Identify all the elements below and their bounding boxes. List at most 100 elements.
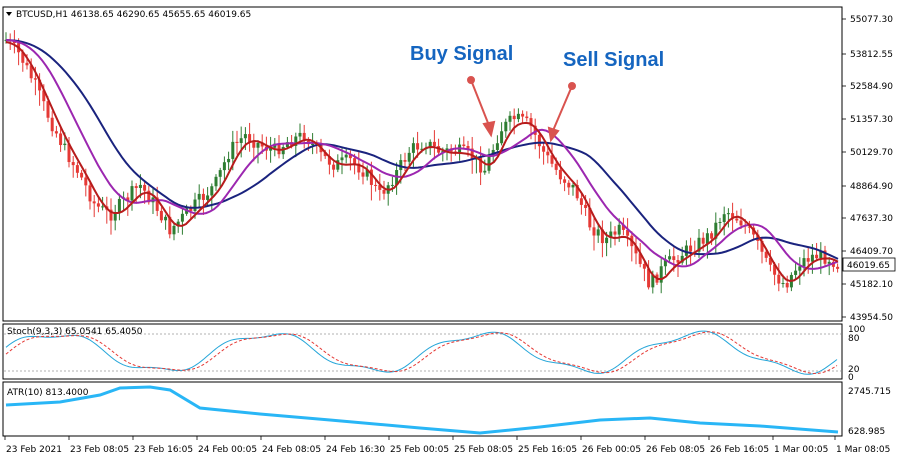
main-pane[interactable] (2, 6, 843, 322)
atr-label: ATR(10) 813.4000 (7, 388, 89, 398)
candle-body (781, 283, 785, 285)
candle-body (466, 145, 470, 149)
candle-body (773, 264, 777, 275)
ma-fast-line (5, 41, 839, 283)
buy-signal-annotation: Buy Signal (410, 43, 513, 65)
candle-body (596, 229, 600, 236)
ma-mid-line (5, 39, 839, 270)
candle-body (231, 141, 235, 159)
candle-body (130, 186, 134, 201)
candle-body (33, 78, 37, 80)
time-tick-label: 24 Feb 08:05 (262, 445, 321, 455)
stoch-lines (5, 330, 838, 375)
candle-body (382, 189, 386, 194)
candle-body (689, 245, 693, 252)
candle-body (668, 256, 672, 260)
candle-body (537, 134, 541, 147)
candle-body (285, 142, 289, 148)
candle-body (718, 221, 722, 223)
candle-body (411, 143, 415, 153)
time-tick-label: 26 Feb 08:05 (646, 445, 705, 455)
candle-body (584, 204, 588, 208)
stoch-pane[interactable] (2, 323, 843, 380)
time-tick-label: 1 Mar 08:05 (836, 445, 890, 455)
candle-body (327, 156, 331, 165)
atr-pane[interactable] (2, 381, 843, 437)
candle-body (554, 163, 558, 170)
candle-body (302, 132, 306, 141)
stoch-level-80: 80 (848, 334, 860, 344)
last-price-label: 46019.65 (847, 261, 890, 271)
collapse-arrow-icon[interactable] (6, 12, 12, 16)
candle-body (361, 172, 365, 177)
candle-body (390, 184, 394, 186)
candle-body (189, 208, 193, 211)
candle-body (701, 237, 705, 244)
candle-body (84, 177, 88, 186)
candle-body (256, 142, 260, 148)
candle-body (768, 257, 772, 265)
candle-body (722, 214, 726, 222)
candle-body (147, 190, 151, 203)
candle-body (38, 79, 42, 91)
candle-body (567, 182, 571, 188)
candle-body (747, 226, 751, 228)
candle-body (428, 141, 432, 149)
candle-body (101, 206, 105, 208)
candle-body (672, 256, 676, 261)
candle-body (239, 138, 243, 143)
candle-body (340, 157, 344, 161)
candle-body (294, 136, 298, 146)
candle-body (193, 199, 197, 211)
atr-tick-high: 2745.715 (848, 387, 891, 397)
candle-body (159, 210, 163, 221)
buy-arrow-dot (467, 76, 475, 84)
candle-body (155, 197, 159, 211)
candle-body (416, 143, 420, 150)
candle-body (134, 186, 138, 188)
candle-body (180, 213, 184, 222)
candle-body (336, 160, 340, 170)
candle-body (710, 233, 714, 239)
stoch-level-0: 0 (848, 373, 854, 383)
candle-body (726, 213, 730, 215)
time-tick-label: 24 Feb 16:30 (326, 445, 385, 455)
candle-body (243, 134, 247, 139)
price-tick-label: 50129.70 (850, 148, 893, 158)
candle-body (71, 162, 75, 166)
candle-body (546, 151, 550, 156)
candle-body (558, 169, 562, 180)
candle-body (798, 266, 802, 271)
candle-body (143, 184, 147, 191)
candle-body (542, 146, 546, 152)
stoch-level-20: 20 (848, 365, 860, 375)
candle-body (369, 169, 373, 185)
candle-body (626, 229, 630, 236)
candle-body (470, 148, 474, 160)
time-axis[interactable]: 23 Feb 2021 23 Feb 08:05 23 Feb 16:05 24 Fe… (4, 436, 890, 455)
candle-body (512, 115, 516, 120)
candle-body (176, 221, 180, 226)
candle-body (113, 213, 117, 221)
candle-body (483, 170, 487, 173)
price-scale[interactable]: 55077.30 53812.55 52584.90 51357.30 50129.70… (842, 15, 893, 323)
candle-body (248, 134, 252, 143)
candle-body (605, 237, 609, 244)
price-tick-label: 47637.30 (850, 214, 893, 224)
candle-body (214, 176, 218, 187)
time-tick-label: 23 Feb 2021 (6, 445, 62, 455)
symbol-info: BTCUSD,H1 46138.65 46290.65 45655.65 460… (16, 10, 251, 20)
candle-body (252, 142, 256, 148)
candle-body (353, 158, 357, 164)
candle-body (613, 231, 617, 235)
candle-body (21, 52, 25, 63)
candle-body (92, 201, 96, 204)
candle-body (600, 229, 604, 244)
candle-body (172, 225, 176, 235)
candle-body (63, 143, 67, 146)
time-tick-label: 25 Feb 08:05 (454, 445, 513, 455)
price-tick-label: 53812.55 (850, 50, 893, 60)
candle-body (680, 255, 684, 263)
candle-body (815, 254, 819, 259)
